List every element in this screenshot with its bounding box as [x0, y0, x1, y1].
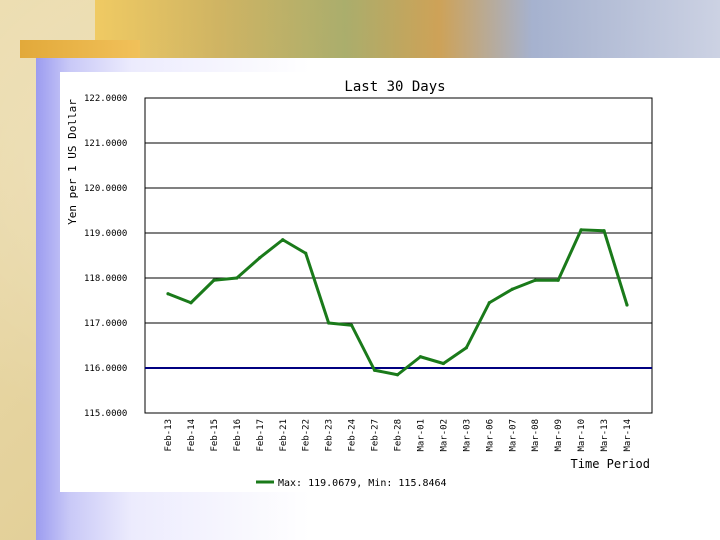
series-group [166, 228, 629, 377]
x-tick-labels: Feb-13 Feb-14 Feb-15 Feb-16 Feb-17 Feb-21 Feb-… [164, 419, 633, 452]
x-tick-label: Mar-07 [508, 419, 518, 452]
x-tick-label: Feb-15 [210, 419, 220, 452]
chart-frame [60, 72, 653, 492]
y-tick-label: 122.0000 [84, 94, 127, 104]
series-line [167, 228, 629, 377]
x-tick-label: Feb-28 [394, 419, 404, 452]
data-point [189, 301, 193, 305]
x-tick-label: Feb-24 [348, 419, 358, 452]
x-tick-label: Mar-06 [485, 419, 495, 452]
data-point [464, 346, 468, 350]
x-axis-label: Time Period [571, 457, 650, 471]
data-point [625, 303, 629, 307]
x-tick-label: Mar-03 [462, 419, 472, 452]
legend: Max: 119.0679, Min: 115.8464 [256, 478, 447, 489]
x-tick-label: Mar-02 [439, 419, 449, 452]
x-tick-label: Mar-10 [577, 419, 587, 452]
data-point [327, 321, 331, 325]
data-point [212, 278, 216, 282]
data-point [418, 355, 423, 359]
y-tick-label: 116.0000 [84, 364, 127, 374]
x-tick-label: Feb-13 [164, 419, 174, 452]
data-point [602, 229, 606, 233]
x-tick-label: Mar-09 [554, 419, 564, 452]
x-tick-label: Mar-08 [531, 419, 541, 452]
y-tick-label: 121.0000 [84, 139, 127, 149]
data-point [372, 368, 377, 372]
data-point [350, 323, 354, 327]
gridlines [144, 97, 653, 414]
x-tick-label: Mar-14 [623, 419, 633, 452]
x-tick-label: Feb-16 [233, 419, 243, 452]
data-point [304, 251, 308, 255]
y-tick-label: 115.0000 [84, 409, 127, 419]
y-tick-label: 118.0000 [84, 274, 127, 284]
data-point [533, 278, 537, 282]
x-tick-label: Feb-23 [325, 419, 335, 452]
data-point [556, 278, 560, 282]
data-point [235, 276, 239, 280]
x-tick-label: Feb-27 [371, 419, 381, 452]
legend-label: Max: 119.0679, Min: 115.8464 [278, 478, 447, 489]
data-point [441, 361, 445, 366]
decorative-banner [95, 0, 720, 58]
y-tick-label: 119.0000 [84, 229, 127, 239]
y-tick-labels: 122.0000 121.0000 120.0000 119.0000 118.0000… [84, 94, 127, 419]
x-tick-label: Feb-17 [256, 419, 266, 452]
data-point [281, 238, 285, 242]
y-tick-label: 117.0000 [84, 319, 127, 329]
data-point [166, 292, 170, 296]
data-point [579, 228, 583, 232]
data-point [510, 287, 514, 291]
x-tick-label: Mar-13 [600, 419, 610, 452]
data-point [487, 301, 491, 305]
x-tick-label: Mar-01 [416, 419, 426, 452]
data-point [395, 373, 400, 377]
y-axis-label: Yen per 1 US Dollar [66, 99, 79, 225]
banner-accent [20, 40, 140, 58]
plot-border [144, 97, 653, 414]
data-point [258, 256, 262, 260]
x-tick-label: Feb-14 [187, 419, 197, 452]
chart-title: Last 30 Days [344, 79, 445, 95]
y-tick-label: 120.0000 [84, 184, 127, 194]
x-tick-label: Feb-22 [302, 419, 312, 452]
x-tick-label: Feb-21 [279, 419, 289, 452]
